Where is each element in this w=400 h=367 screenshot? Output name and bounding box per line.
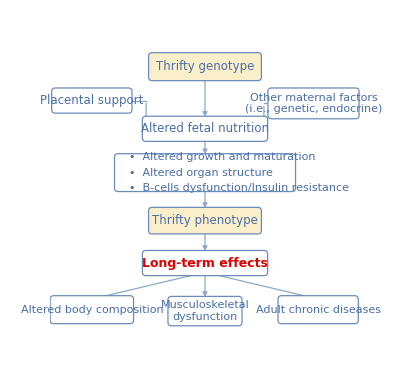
Text: Other maternal factors
(i.e., genetic, endocrine): Other maternal factors (i.e., genetic, e… [245, 92, 382, 114]
FancyBboxPatch shape [148, 52, 262, 81]
FancyBboxPatch shape [278, 296, 358, 324]
Text: Thrifty phenotype: Thrifty phenotype [152, 214, 258, 227]
Text: Altered fetal nutrition: Altered fetal nutrition [141, 122, 269, 135]
Text: Thrifty genotype: Thrifty genotype [156, 60, 254, 73]
Text: Adult chronic diseases: Adult chronic diseases [256, 305, 381, 315]
FancyBboxPatch shape [52, 88, 132, 113]
FancyBboxPatch shape [142, 250, 268, 276]
FancyBboxPatch shape [148, 207, 262, 234]
Text: •  Altered growth and maturation
•  Altered organ structure
•  B-cells dysfuncti: • Altered growth and maturation • Altere… [129, 152, 349, 193]
FancyBboxPatch shape [168, 297, 242, 326]
FancyBboxPatch shape [142, 116, 268, 141]
Text: Altered body composition: Altered body composition [20, 305, 163, 315]
FancyBboxPatch shape [114, 154, 296, 192]
Text: Placental support: Placental support [40, 94, 144, 107]
Text: Musculoskeletal
dysfunction: Musculoskeletal dysfunction [161, 300, 249, 322]
FancyBboxPatch shape [50, 296, 134, 324]
Text: Long-term effects: Long-term effects [142, 257, 268, 269]
FancyBboxPatch shape [268, 88, 359, 119]
